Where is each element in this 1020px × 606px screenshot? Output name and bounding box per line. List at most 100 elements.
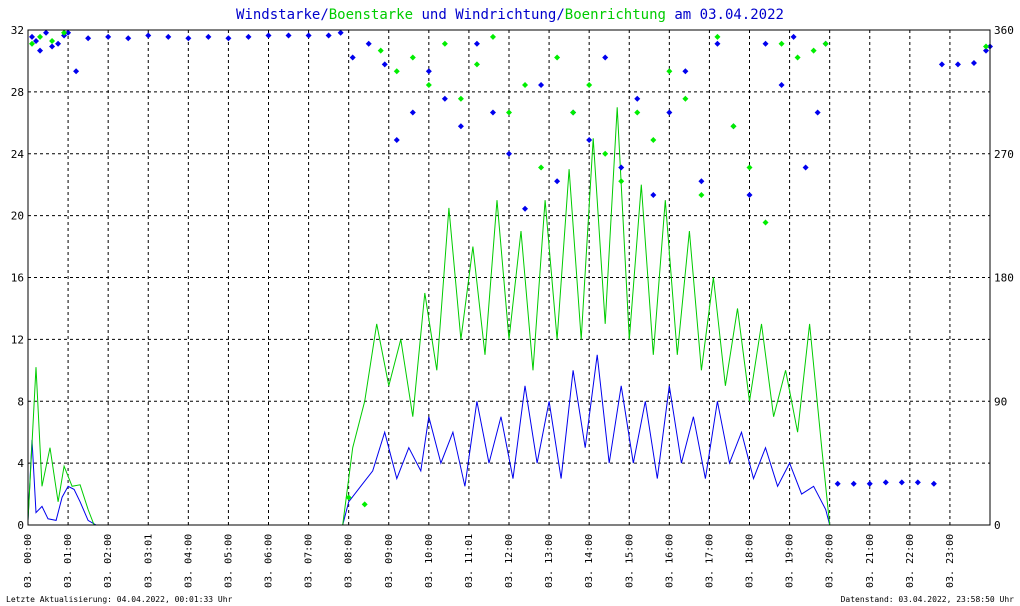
x-tick: 03. 19:00 <box>785 534 796 588</box>
x-tick: 03. 02:00 <box>103 534 114 588</box>
footer-left: Letzte Aktualisierung: 04.04.2022, 00:01… <box>6 595 233 604</box>
boenrichtung-point <box>473 61 480 68</box>
boenrichtung-point <box>425 82 432 88</box>
windrichtung-point <box>554 178 561 185</box>
y-tick-right: 360 <box>994 24 1014 37</box>
x-tick: 03. 01:00 <box>63 534 74 588</box>
chart-title: Windstarke/Boenstarke und Windrichtung/B… <box>236 7 784 23</box>
y-tick-right: 0 <box>994 519 1001 532</box>
boenrichtung-point <box>345 494 352 501</box>
y-tick-left: 24 <box>11 148 25 161</box>
windrichtung-point <box>802 164 809 171</box>
windrichtung-point <box>55 40 62 47</box>
x-tick: 03. 22:00 <box>905 534 916 588</box>
boenrichtung-point <box>762 219 769 226</box>
boenrichtung-point <box>666 68 673 75</box>
windrichtung-point <box>285 32 292 39</box>
x-tick: 03. 14:00 <box>584 534 595 588</box>
windrichtung-point <box>930 480 937 487</box>
windrichtung-point <box>970 60 977 66</box>
y-tick-left: 16 <box>11 272 24 285</box>
boenrichtung-point <box>393 68 400 75</box>
title-part-0: Windstarke <box>236 7 320 23</box>
x-tick: 03. 04:00 <box>183 534 194 588</box>
boenrichtung-point <box>441 40 448 47</box>
grid <box>28 30 990 525</box>
windrichtung-point <box>425 68 432 75</box>
boenrichtung-point <box>538 164 545 171</box>
windrichtung-point <box>349 54 356 61</box>
boenrichtung-point <box>730 123 737 130</box>
series-points <box>29 29 993 508</box>
windrichtung-point <box>778 82 785 88</box>
windrichtung-point <box>393 137 400 143</box>
boenrichtung-point <box>37 33 44 40</box>
windrichtung-point <box>73 68 80 75</box>
windrichtung-point <box>538 82 545 88</box>
windrichtung-point <box>165 33 172 40</box>
boenrichtung-point <box>554 54 561 61</box>
boenrichtung-point <box>49 38 56 44</box>
boenrichtung-point <box>522 82 529 88</box>
boenstarke-line <box>27 107 831 526</box>
x-tick: 03. 13:00 <box>544 534 555 588</box>
windrichtung-point <box>586 137 593 143</box>
boenrichtung-point <box>489 33 496 40</box>
title-part-4: Windrichtung <box>455 7 556 23</box>
x-tick: 03. 12:00 <box>504 534 515 588</box>
x-tick: 03. 15:00 <box>624 534 635 588</box>
boenrichtung-point <box>61 29 68 36</box>
windrichtung-point <box>898 479 905 486</box>
windrichtung-point <box>409 109 416 116</box>
series-lines <box>27 107 831 526</box>
windrichtung-point <box>105 33 112 40</box>
boenrichtung-point <box>982 43 989 50</box>
windrichtung-point <box>381 61 388 68</box>
windrichtung-point <box>762 40 769 47</box>
x-tick: 03. 17:00 <box>704 534 715 588</box>
windrichtung-point <box>982 47 989 54</box>
windrichtung-point <box>746 192 753 198</box>
boenrichtung-point <box>682 95 689 102</box>
windrichtung-point <box>954 61 961 68</box>
windrichtung-point <box>145 32 152 39</box>
boenrichtung-point <box>698 192 705 198</box>
windrichtung-point <box>882 479 889 486</box>
plot-frame <box>27 29 991 526</box>
boenrichtung-point <box>602 150 609 157</box>
boenrichtung-point <box>746 164 753 171</box>
boenrichtung-point <box>778 40 785 47</box>
x-tick: 03. 06:00 <box>264 534 275 588</box>
windrichtung-point <box>489 109 496 116</box>
x-tick: 03. 11:01 <box>464 534 475 588</box>
boenrichtung-point <box>457 95 464 102</box>
y-tick-right: 180 <box>994 272 1014 285</box>
y-tick-left: 32 <box>11 24 24 37</box>
windrichtung-point <box>650 192 657 198</box>
windrichtung-point <box>185 35 192 42</box>
x-tick: 03. 03:01 <box>143 534 154 588</box>
y-tick-right: 90 <box>994 395 1007 408</box>
title-part-3: und <box>413 7 455 23</box>
windrichtung-point <box>205 33 212 40</box>
windrichtung-point <box>938 61 945 68</box>
footer-right: Datenstand: 03.04.2022, 23:58:50 Uhr <box>841 595 1015 604</box>
windrichtung-point <box>33 38 40 44</box>
windrichtung-point <box>49 43 56 50</box>
windstarke-line <box>27 354 831 526</box>
windrichtung-point <box>522 205 529 212</box>
windrichtung-point <box>506 150 512 157</box>
boenrichtung-point <box>634 109 641 116</box>
title-part-7: am 03.04.2022 <box>666 7 784 23</box>
boenrichtung-point <box>810 47 817 54</box>
windrichtung-point <box>85 35 92 42</box>
x-tick: 03. 08:00 <box>344 534 355 588</box>
windrichtung-point <box>37 47 44 54</box>
y-tick-left: 0 <box>17 519 24 532</box>
x-tick: 03. 20:00 <box>825 534 836 588</box>
boenrichtung-point <box>409 54 416 61</box>
boenrichtung-point <box>570 109 577 116</box>
windrichtung-point <box>365 40 372 47</box>
windrichtung-point <box>457 123 464 130</box>
